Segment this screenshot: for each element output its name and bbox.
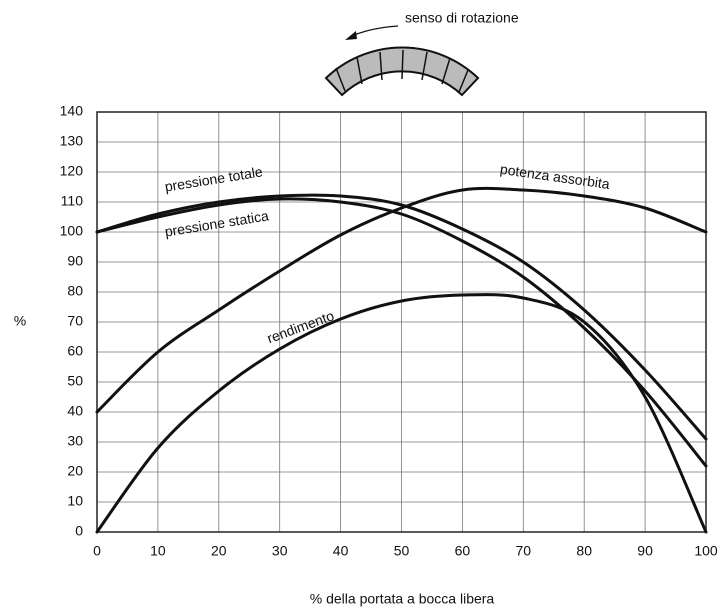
x-tick-label: 70 xyxy=(516,543,532,559)
x-tick-label: 60 xyxy=(455,543,471,559)
y-tick-label: 80 xyxy=(67,283,83,299)
y-tick-label: 90 xyxy=(67,253,83,269)
y-tick-label: 130 xyxy=(60,133,84,149)
y-tick-label: 10 xyxy=(67,493,83,509)
line-series xyxy=(95,186,708,414)
x-tick-label: 20 xyxy=(211,543,227,559)
y-tick-label: 50 xyxy=(67,373,83,389)
y-tick-label: 60 xyxy=(67,343,83,359)
fan-icon xyxy=(324,25,480,97)
x-tick-label: 40 xyxy=(333,543,349,559)
x-tick-label: 80 xyxy=(576,543,592,559)
annotation: senso di rotazione xyxy=(405,10,519,26)
x-tick-label: 10 xyxy=(150,543,166,559)
x-tick-label: 90 xyxy=(637,543,653,559)
y-tick-label: 40 xyxy=(67,403,83,419)
plot-frame xyxy=(96,111,707,533)
series-label: potenza assorbita xyxy=(499,161,611,192)
series-label: pressione totale xyxy=(164,163,264,194)
y-tick-label: 0 xyxy=(75,523,83,539)
y-tick-label: 100 xyxy=(60,223,84,239)
y-tick-label: 20 xyxy=(67,463,83,479)
y-tick-label: 120 xyxy=(60,163,84,179)
line-series xyxy=(95,193,708,441)
line-series xyxy=(95,293,708,534)
y-tick-label: 140 xyxy=(60,103,84,119)
x-tick-label: 100 xyxy=(694,543,718,559)
x-tick-label: 0 xyxy=(93,543,101,559)
line-series xyxy=(95,197,708,468)
y-tick-label: 110 xyxy=(61,193,84,209)
x-axis-label: % della portata a bocca libera xyxy=(310,591,495,607)
x-tick-label: 30 xyxy=(272,543,288,559)
y-tick-label: 70 xyxy=(67,313,83,329)
x-tick-label: 50 xyxy=(394,543,410,559)
y-axis-label: % xyxy=(14,313,26,329)
y-tick-label: 30 xyxy=(67,433,83,449)
